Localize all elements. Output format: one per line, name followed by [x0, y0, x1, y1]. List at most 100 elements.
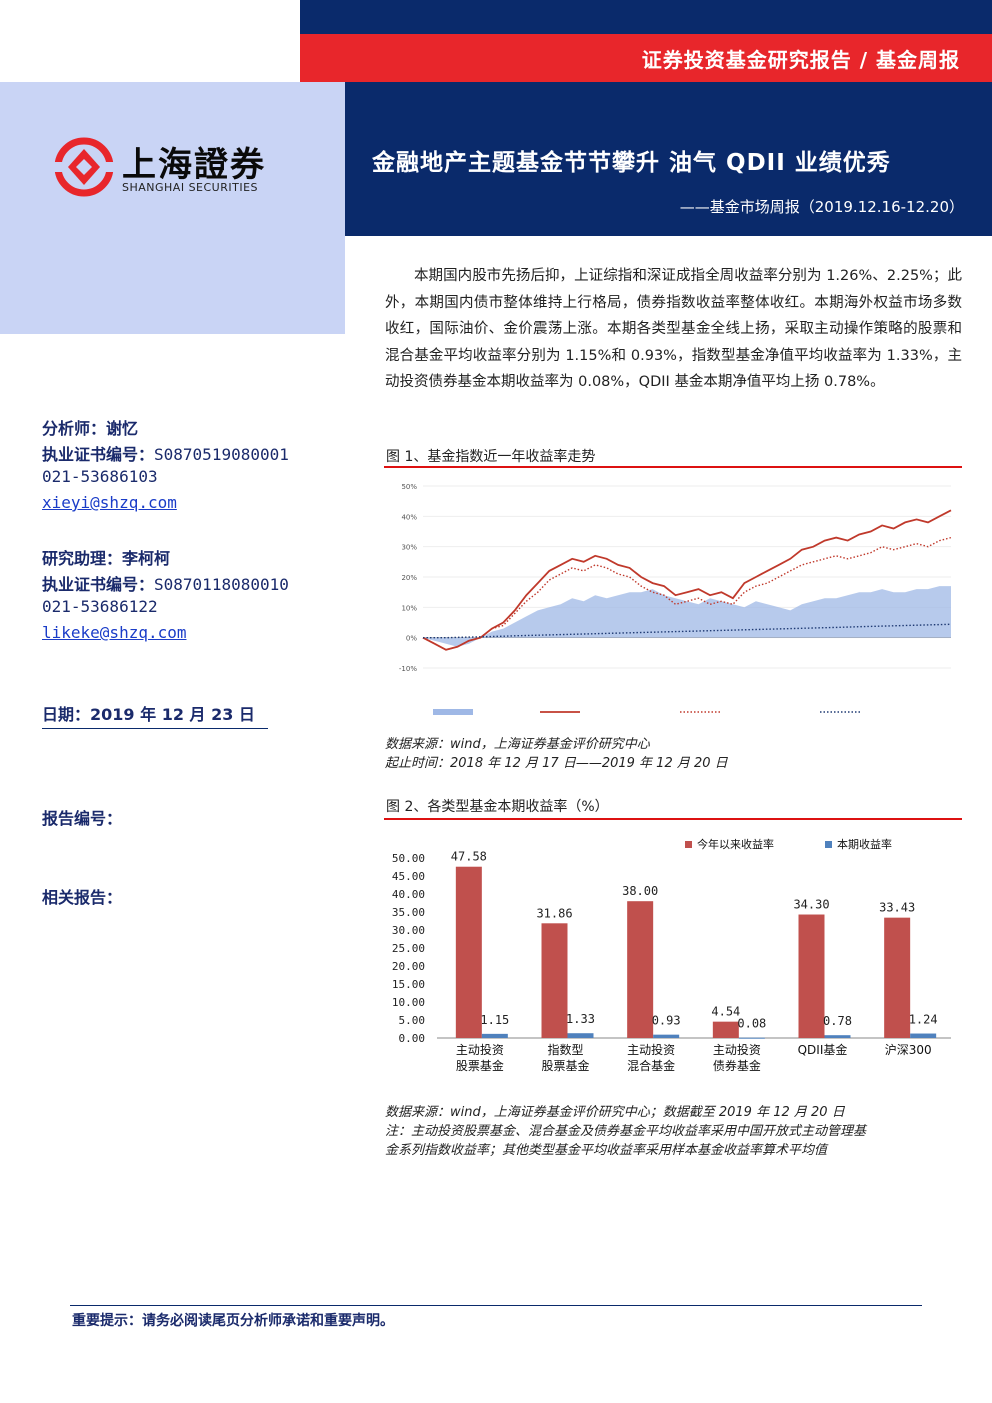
- y-tick-label: 0.00: [399, 1032, 426, 1045]
- assistant-label: 研究助理：: [42, 549, 123, 568]
- bar-0: [798, 914, 825, 1038]
- legend-swatch: [825, 841, 832, 848]
- summary-paragraph: 本期国内股市先扬后抑，上证综指和深证成指全周收益率分别为 1.26%、2.25%…: [385, 268, 962, 390]
- figure2-source: 数据来源：wind，上海证券基金评价研究中心；数据截至 2019 年 12 月 …: [385, 1105, 845, 1120]
- x-tick-label: 主动投资: [627, 1042, 675, 1057]
- report-category: 证券投资基金研究报告 / 基金周报: [641, 48, 960, 72]
- bar-0: [884, 917, 911, 1038]
- data-label: 31.86: [536, 906, 572, 920]
- bar-1: [824, 1035, 851, 1038]
- x-tick-label: 债券基金: [713, 1058, 761, 1073]
- legend-swatch: [685, 841, 692, 848]
- header-category-band: [300, 34, 992, 82]
- figure2-note-line1: 注：主动投资股票基金、混合基金及债券基金平均收益率采用中国开放式主动管理基: [385, 1124, 867, 1139]
- logo-panel: [0, 82, 345, 334]
- y-tick-label: 10%: [401, 604, 417, 612]
- bar-0: [455, 866, 482, 1038]
- x-tick-label: 股票基金: [456, 1058, 504, 1073]
- figure1-rule: [384, 466, 962, 468]
- assistant-line: 研究助理：李柯柯: [42, 545, 170, 569]
- related-reports-label: 相关报告：: [42, 888, 123, 907]
- y-tick-label: 0%: [406, 635, 417, 643]
- series-line-1: [422, 509, 952, 651]
- y-tick-label: 30.00: [392, 924, 425, 937]
- title-band: [300, 82, 992, 236]
- x-tick-label: 主动投资: [456, 1042, 504, 1057]
- figure1-period: 起止时间：2018 年 12 月 17 日——2019 年 12 月 20 日: [385, 756, 728, 771]
- analyst-cert-line: 执业证书编号：S0870519080001: [42, 441, 289, 465]
- bar-0: [627, 901, 654, 1038]
- y-tick-label: 10.00: [392, 996, 425, 1009]
- y-tick-label: 45.00: [392, 870, 425, 883]
- y-tick-label: 50.00: [392, 852, 425, 865]
- y-tick-label: 50%: [401, 483, 417, 491]
- report-subtitle: ——基金市场周报（2019.12.16-12.20）: [679, 198, 964, 216]
- x-tick-label: 股票基金: [541, 1058, 589, 1073]
- data-label: 1.15: [480, 1013, 509, 1027]
- x-tick-label: QDII基金: [798, 1042, 848, 1057]
- header-top-band: [300, 0, 992, 34]
- x-tick-label: 主动投资: [713, 1042, 761, 1057]
- analyst-line: 分析师：谢忆: [42, 415, 138, 439]
- figure1-source: 数据来源：wind，上海证券基金评价研究中心: [385, 737, 650, 752]
- data-label: 4.54: [711, 1005, 740, 1019]
- data-label: 34.30: [793, 898, 829, 912]
- bar-0: [712, 1021, 739, 1038]
- assistant-phone: 021-53686122: [42, 597, 158, 616]
- data-label: 0.08: [737, 1017, 766, 1031]
- legend-label: 今年以来收益率: [697, 837, 774, 851]
- bar-1: [738, 1037, 765, 1039]
- date-divider: [42, 728, 268, 729]
- assistant-cert: S0870118080010: [154, 575, 289, 594]
- analyst-name: 谢忆: [106, 419, 139, 438]
- analyst-label: 分析师：: [42, 419, 107, 438]
- x-tick-label: 沪深300: [885, 1043, 932, 1057]
- figure2-title: 图 2、各类型基金本期收益率（%）: [386, 799, 609, 815]
- x-tick-label: 指数型: [547, 1042, 583, 1057]
- report-title: 金融地产主题基金节节攀升 油气 QDII 业绩优秀: [372, 150, 891, 176]
- legend-label: 本期收益率: [837, 837, 892, 851]
- bar-0: [541, 923, 568, 1038]
- y-tick-label: 20%: [401, 574, 417, 582]
- y-tick-label: 5.00: [399, 1014, 426, 1027]
- date-line: 日期：2019 年 12 月 23 日: [42, 701, 255, 725]
- logo-name-cn: 上海證券: [122, 145, 266, 185]
- cert-label: 执业证书编号：: [42, 445, 155, 464]
- analyst-phone: 021-53686103: [42, 467, 158, 486]
- y-tick-label: 40.00: [392, 888, 425, 901]
- report-number-label: 报告编号：: [42, 809, 123, 828]
- footer-notice: 重要提示：请务必阅读尾页分析师承诺和重要声明。: [72, 1313, 394, 1329]
- y-tick-label: -10%: [399, 665, 417, 673]
- x-tick-label: 混合基金: [627, 1058, 675, 1073]
- bar-1: [910, 1033, 937, 1038]
- legend-swatch-0: [433, 709, 473, 715]
- data-label: 1.33: [566, 1012, 595, 1026]
- logo-name-en: SHANGHAI SECURITIES: [122, 181, 259, 194]
- company-logo: 上海證券 SHANGHAI SECURITIES: [52, 135, 282, 199]
- assistant-cert-line: 执业证书编号：S0870118080010: [42, 571, 289, 595]
- data-label: 38.00: [622, 884, 658, 898]
- logo-mark-icon: [52, 137, 116, 197]
- figure1-title: 图 1、基金指数近一年收益率走势: [386, 449, 596, 465]
- data-label: 47.58: [451, 850, 487, 864]
- report-date: 2019 年 12 月 23 日: [90, 705, 255, 724]
- figure2-rule: [384, 818, 962, 820]
- assistant-name: 李柯柯: [122, 549, 171, 568]
- footer-rule: [70, 1305, 922, 1306]
- figure2-bar-chart: 50.00 45.00 40.00 35.00 30.00 25.00 20.00 15.00…: [392, 837, 951, 1073]
- data-label: 1.24: [909, 1013, 938, 1027]
- date-label: 日期：: [42, 705, 91, 724]
- analyst-cert: S0870519080001: [154, 445, 289, 464]
- cert-label: 执业证书编号：: [42, 575, 155, 594]
- bar-1: [567, 1033, 594, 1038]
- data-label: 0.93: [652, 1014, 681, 1028]
- figure2-note-line2: 金系列指数收益率；其他类型基金平均收益率采用样本基金收益率算术平均值: [385, 1143, 828, 1158]
- y-tick-label: 25.00: [392, 942, 425, 955]
- assistant-email-link[interactable]: likeke@shzq.com: [42, 623, 187, 642]
- y-tick-label: 20.00: [392, 960, 425, 973]
- y-tick-label: 15.00: [392, 978, 425, 991]
- analyst-email-link[interactable]: xieyi@shzq.com: [42, 493, 177, 512]
- y-tick-label: 35.00: [392, 906, 425, 919]
- figure1-line-chart: 50% 40% 30% 20% 10% 0% -10%: [399, 483, 952, 715]
- series-line-3: [423, 623, 952, 639]
